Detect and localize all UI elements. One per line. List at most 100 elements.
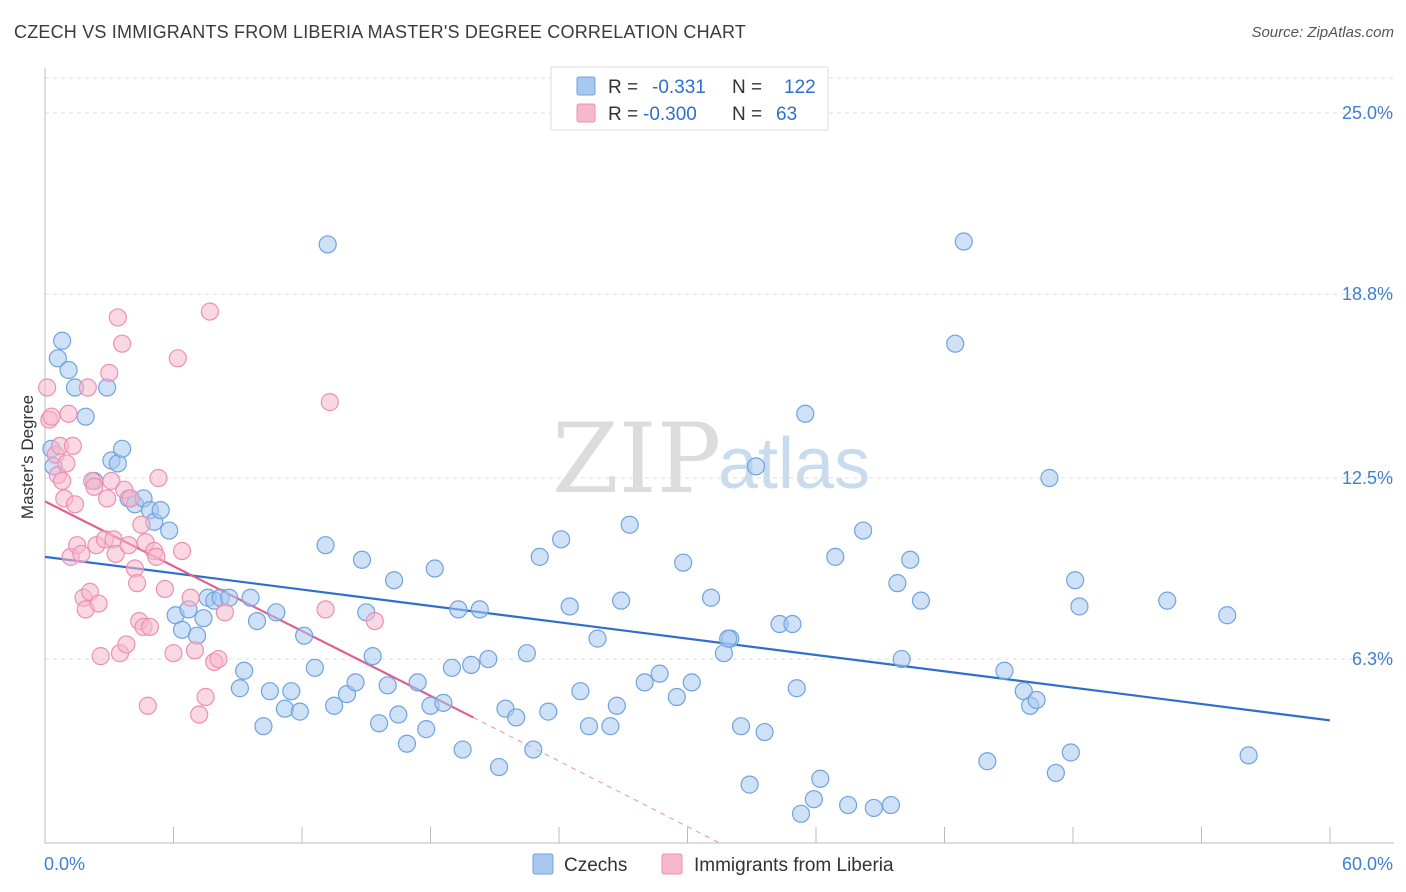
czechs-point [151,501,170,520]
grid-lines [45,77,1394,660]
czechs-point [796,404,815,423]
czechs-point [731,717,751,736]
liberia-trend-extension [473,716,720,844]
legend-r-value: -0.331 [652,77,706,98]
y-axis-label: Master's Degree [18,395,37,519]
czechs-point [719,629,738,648]
bottom-legend-label-czechs: Czechs [564,855,627,876]
czechs-point [267,603,286,622]
czechs-point [524,740,543,759]
liberia-point [185,641,205,660]
liberia-point [172,541,192,561]
czechs-point [260,682,279,701]
axes [44,68,1394,844]
liberia-point [127,574,147,593]
czechs-point [1066,571,1085,590]
y-tick-label: 25.0% [1342,103,1393,123]
czechs-point [53,331,72,350]
liberia-point [102,471,121,491]
legend-row-liberia: R = -0.300 N = 63 [576,103,797,125]
liberia-point [190,705,209,724]
legend-r-value: -0.300 [643,104,697,125]
czechs-point [318,235,337,254]
liberia-point [106,544,125,564]
czechs-point [479,649,498,669]
liberia-point [108,308,127,327]
liberia-point [100,363,119,383]
liberia-point [320,393,339,412]
liberia-point [209,649,228,669]
czechs-point [571,682,590,701]
watermark-zip: ZIP [552,403,721,515]
czechs-point [978,752,997,771]
czechs-point [881,795,901,815]
czechs-point [601,717,620,736]
legend-n-label: N = [732,77,762,98]
czechs-point [397,734,417,753]
czechs-point [470,600,489,619]
czechs-point [408,673,427,692]
czechs-point [247,611,267,631]
y-tick-label: 6.3% [1352,649,1393,669]
czechs-point [235,661,254,680]
czechs-point [839,795,858,815]
tick-labels: 6.3% 12.5% 18.8% 25.0% 0.0% 60.0% [44,103,1393,874]
czechs-point [746,457,766,476]
czechs-point [517,644,536,663]
liberia-point [164,644,183,663]
czechs-point [588,629,607,648]
liberia-point [78,378,97,397]
legend-n-value: 63 [776,104,797,125]
czechs-point [489,757,509,777]
czechs-point [295,626,314,645]
czechs-point [888,574,907,593]
czechs-point [346,673,365,692]
czechs-point [241,588,260,607]
czechs-point [325,696,344,715]
czechs-point [787,679,806,698]
czechs-point [612,591,631,610]
liberia-point [138,696,157,715]
liberia-point [365,611,384,631]
czechs-point [811,769,830,788]
liberia-point [155,579,175,599]
czechs-point [507,708,526,727]
czechs-point [1027,690,1046,710]
legend-n-label: N = [732,104,762,125]
liberia-point [117,635,136,654]
liberia-point [181,588,200,607]
czechs-point [378,676,397,695]
liberia-point [316,600,335,619]
czechs-point [579,717,599,736]
czechs-point [864,798,883,818]
liberia-point [132,515,151,534]
czechs-point [449,600,468,619]
liberia-point [215,603,234,622]
czechs-point [911,591,931,610]
czechs-point [530,547,549,566]
czechs-point [282,682,301,701]
bottom-legend-swatch-liberia [661,853,683,875]
liberia-point [89,594,108,613]
czechs-point [112,439,132,458]
czechs-point [892,649,911,669]
czechs-point [901,550,920,569]
liberia-point [147,547,166,566]
czechs-point [954,232,973,251]
czechs-point [370,714,389,733]
liberia-point [168,349,187,368]
czechs-point [275,699,294,718]
czechs-point [442,658,462,677]
y-tick-label: 18.8% [1342,284,1393,304]
liberia-point [112,334,132,353]
legend-r-label: R = [608,77,638,98]
liberia-point [196,687,215,707]
watermark-atlas: atlas [718,424,870,504]
czechs-point [384,571,404,590]
liberia-point [149,468,168,488]
czechs-point [48,349,67,368]
watermark: ZIP atlas [552,403,870,515]
bottom-legend-swatch-czechs [532,853,554,875]
czechs-point [854,521,873,540]
